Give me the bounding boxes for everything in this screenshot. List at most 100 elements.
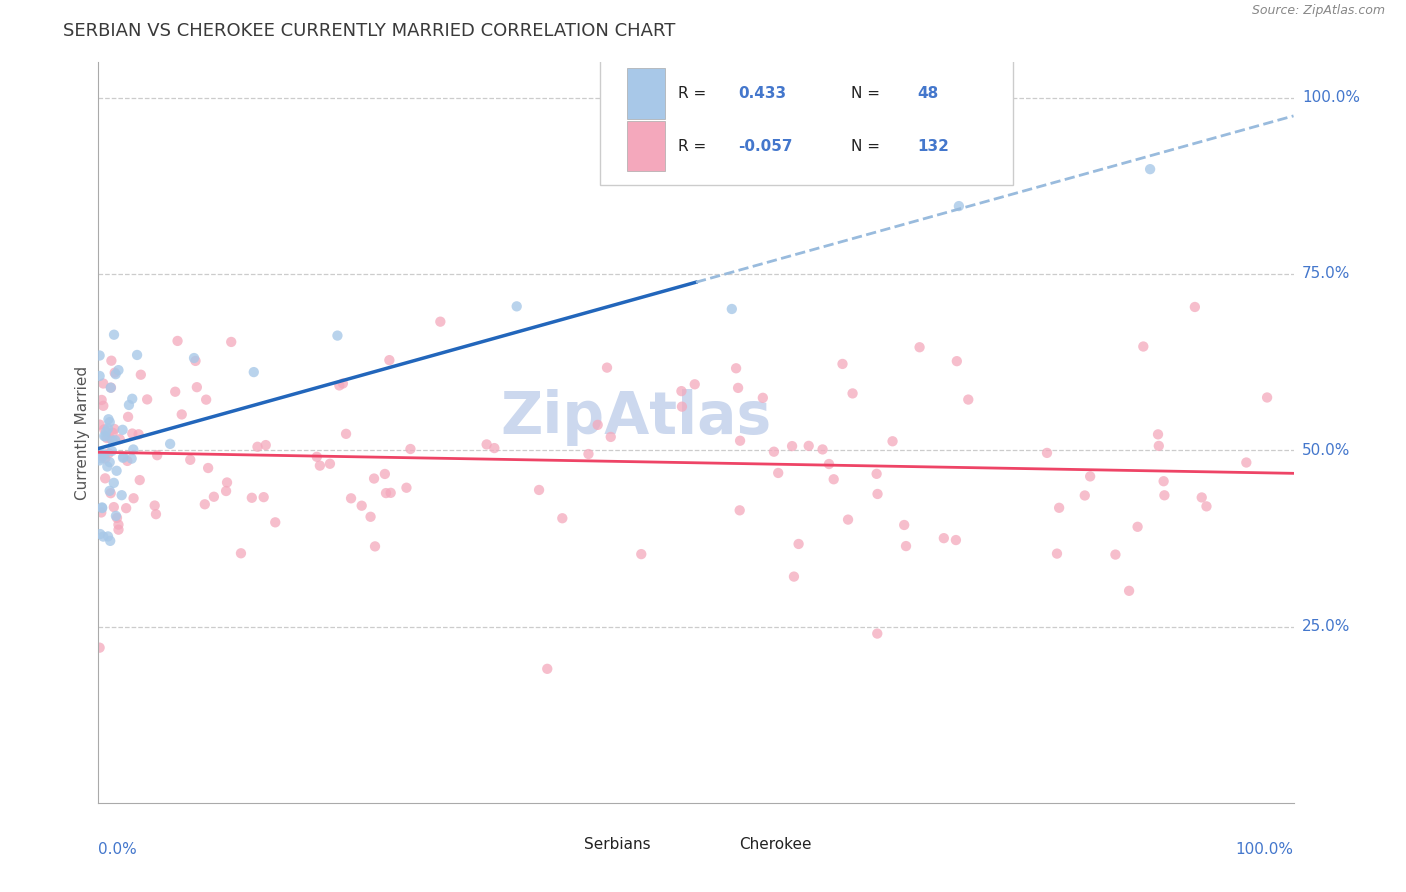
Point — [596, 360, 619, 375]
Point — [375, 486, 398, 500]
Point — [97, 529, 120, 543]
Point — [783, 569, 806, 583]
Point — [326, 328, 349, 343]
Text: 75.0%: 75.0% — [1302, 267, 1350, 282]
Text: 50.0%: 50.0% — [1302, 442, 1350, 458]
Point — [125, 348, 148, 362]
Point — [186, 380, 208, 394]
Point — [89, 368, 111, 383]
Point — [215, 475, 238, 490]
Text: Serbians: Serbians — [583, 837, 650, 852]
Point — [111, 488, 134, 502]
Point — [194, 497, 217, 511]
Text: R =: R = — [678, 86, 706, 101]
Point — [98, 483, 121, 498]
Point — [118, 398, 141, 412]
Point — [104, 434, 127, 448]
Point — [91, 376, 114, 391]
Point — [219, 334, 242, 349]
Point — [165, 384, 187, 399]
Point — [107, 363, 129, 377]
Point — [380, 486, 402, 500]
Point — [107, 523, 129, 537]
Point — [107, 517, 129, 532]
Point — [143, 499, 166, 513]
Point — [98, 415, 121, 429]
Point — [100, 381, 122, 395]
Point — [122, 491, 145, 506]
Point — [350, 499, 373, 513]
Text: 100.0%: 100.0% — [1302, 90, 1360, 105]
Point — [766, 466, 789, 480]
Point — [100, 486, 122, 500]
Point — [121, 392, 143, 406]
Point — [104, 367, 127, 381]
Text: 132: 132 — [917, 139, 949, 153]
Point — [98, 533, 121, 548]
Point — [378, 353, 401, 368]
Point — [122, 442, 145, 457]
Text: N =: N = — [852, 139, 880, 153]
Point — [335, 426, 357, 441]
Point — [166, 334, 188, 348]
Point — [671, 384, 693, 398]
Point — [100, 381, 122, 395]
Point — [683, 377, 706, 392]
Point — [103, 422, 125, 436]
Point — [831, 357, 853, 371]
Point — [1256, 391, 1278, 405]
Point — [305, 450, 328, 464]
Point — [215, 483, 238, 498]
Point — [728, 503, 751, 517]
Point — [752, 391, 775, 405]
Point — [932, 531, 955, 545]
Point — [89, 527, 111, 541]
Point — [98, 455, 121, 469]
Point — [183, 351, 205, 365]
Point — [159, 437, 181, 451]
Point — [136, 392, 159, 407]
Point — [484, 441, 506, 455]
Text: Cherokee: Cherokee — [740, 837, 811, 852]
Point — [823, 472, 845, 486]
Point — [1153, 488, 1175, 502]
Bar — [627, 121, 665, 171]
Point — [309, 458, 332, 473]
Point — [240, 491, 263, 505]
Point — [91, 530, 114, 544]
Point — [1147, 439, 1170, 453]
Point — [780, 439, 803, 453]
Point — [762, 444, 785, 458]
Point — [1153, 474, 1175, 488]
Point — [1234, 456, 1257, 470]
Point — [97, 412, 120, 426]
Point — [128, 473, 150, 487]
Point — [363, 471, 385, 485]
Point — [586, 417, 609, 432]
Point — [841, 386, 863, 401]
Point — [128, 427, 150, 442]
Point — [797, 439, 820, 453]
Point — [94, 471, 117, 485]
Point — [837, 513, 859, 527]
Point — [104, 366, 127, 380]
Point — [96, 459, 118, 474]
Point — [1191, 491, 1213, 505]
Text: 48: 48 — [917, 86, 938, 101]
Point — [630, 547, 652, 561]
Point — [1036, 446, 1059, 460]
Text: 0.433: 0.433 — [738, 86, 786, 101]
Point — [146, 448, 169, 462]
Point — [319, 457, 342, 471]
Point — [91, 500, 114, 515]
Point — [551, 511, 574, 525]
Point — [364, 540, 387, 554]
Point — [865, 467, 887, 481]
Point — [1132, 339, 1154, 353]
Point — [96, 431, 118, 445]
Point — [103, 475, 125, 490]
Point — [787, 537, 810, 551]
Point — [117, 454, 139, 468]
Point — [811, 442, 834, 457]
Point — [599, 430, 621, 444]
